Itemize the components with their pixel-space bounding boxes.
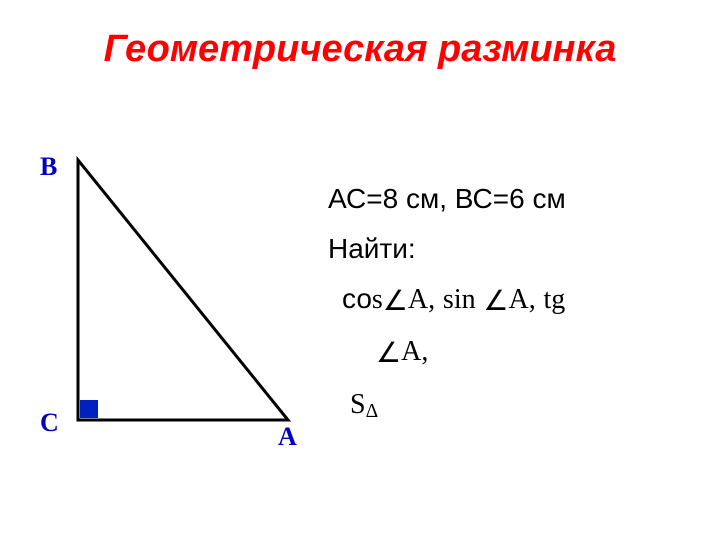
triangle-svg: [18, 150, 308, 460]
trig-line-1: соs∠A, sin ∠A, tg: [328, 280, 698, 321]
slide-title: Геометрическая разминка: [0, 28, 720, 71]
triangle-icon: Δ: [366, 401, 379, 422]
vertex-label-b: B: [40, 152, 57, 182]
triangle-figure: B C A: [18, 150, 308, 460]
angle-a-1: A: [408, 284, 428, 315]
vertex-label-c: C: [40, 408, 59, 438]
sin-word: sin: [443, 284, 476, 315]
angle-icon: ∠: [483, 283, 508, 321]
comma-1: ,: [428, 284, 435, 315]
angle-a-3: A,: [401, 336, 428, 367]
area-line: SΔ: [328, 385, 698, 425]
find-label: Найти:: [328, 230, 698, 268]
cos-rest: s: [372, 284, 383, 315]
comma-2: ,: [529, 284, 536, 315]
cos-prefix: со: [342, 283, 372, 314]
problem-text: АС=8 см, ВС=6 см Найти: соs∠A, sin ∠A, t…: [328, 180, 698, 438]
angle-a-2: A: [509, 284, 529, 315]
given-line: АС=8 см, ВС=6 см: [328, 180, 698, 218]
right-angle-marker: [80, 400, 98, 418]
area-s: S: [350, 389, 366, 420]
angle-icon: ∠: [383, 283, 408, 321]
tg-word: tg: [544, 284, 566, 315]
triangle-shape: [78, 160, 288, 420]
trig-line-2: ∠A,: [328, 332, 698, 373]
vertex-label-a: A: [278, 422, 297, 452]
angle-icon: ∠: [376, 335, 401, 373]
